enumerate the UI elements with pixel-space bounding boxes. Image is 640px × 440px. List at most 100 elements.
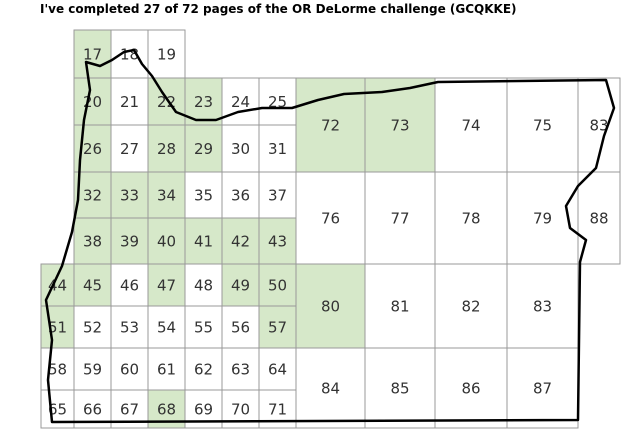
page-cell — [364, 263, 436, 349]
page-number: 30 — [231, 140, 250, 158]
page-number: 42 — [231, 233, 250, 251]
page-cell — [364, 171, 436, 265]
page-number: 85 — [390, 380, 409, 398]
page-number: 47 — [157, 277, 176, 295]
page-number: 28 — [157, 140, 176, 158]
page-cell — [184, 217, 223, 265]
page-number: 52 — [83, 319, 102, 337]
page-number: 64 — [268, 361, 287, 379]
page-number: 51 — [48, 319, 67, 337]
page-number: 17 — [83, 46, 102, 64]
page-cell — [258, 171, 297, 219]
page-cell — [506, 263, 579, 349]
page-cell — [147, 171, 186, 219]
page-number: 35 — [194, 187, 213, 205]
page-number: 78 — [461, 210, 480, 228]
page-cell — [73, 305, 112, 349]
title: I've completed 27 of 72 pages of the OR … — [40, 2, 517, 16]
page-cell — [434, 347, 508, 429]
page-number: 62 — [194, 361, 213, 379]
page-number: 58 — [48, 361, 67, 379]
page-cell — [506, 171, 579, 265]
page-number: 82 — [461, 298, 480, 316]
page-cell — [364, 347, 436, 429]
page-number: 71 — [268, 401, 287, 419]
page-number: 24 — [231, 93, 250, 111]
page-number: 26 — [83, 140, 102, 158]
page-number: 29 — [194, 140, 213, 158]
page-number: 72 — [321, 117, 340, 135]
page-number: 55 — [194, 319, 213, 337]
page-cell — [506, 347, 579, 429]
page-number: 61 — [157, 361, 176, 379]
page-cell — [221, 217, 260, 265]
page-number: 36 — [231, 187, 250, 205]
page-cell — [258, 305, 297, 349]
page-number: 53 — [120, 319, 139, 337]
page-number: 33 — [120, 187, 139, 205]
page-number: 25 — [268, 93, 287, 111]
page-number: 79 — [533, 210, 552, 228]
page-number: 56 — [231, 319, 250, 337]
page-cell — [147, 29, 186, 79]
page-number: 76 — [321, 210, 340, 228]
page-number: 19 — [157, 46, 176, 64]
page-cell — [295, 263, 366, 349]
page-number: 21 — [120, 93, 139, 111]
page-number: 43 — [268, 233, 287, 251]
page-number: 70 — [231, 401, 250, 419]
page-number: 83 — [589, 117, 608, 135]
page-number: 88 — [589, 210, 608, 228]
page-number: 49 — [231, 277, 250, 295]
page-number: 34 — [157, 187, 176, 205]
page-cell — [184, 124, 223, 173]
page-cell — [364, 77, 436, 173]
page-number: 67 — [120, 401, 139, 419]
page-cell — [295, 347, 366, 429]
page-cell — [258, 217, 297, 265]
page-number: 74 — [461, 117, 480, 135]
page-cell — [73, 29, 112, 79]
page-cell — [73, 263, 112, 307]
page-number: 87 — [533, 380, 552, 398]
page-number: 54 — [157, 319, 176, 337]
page-cell — [110, 305, 149, 349]
page-number: 77 — [390, 210, 409, 228]
page-cell — [110, 124, 149, 173]
page-number: 65 — [48, 401, 67, 419]
page-number: 46 — [120, 277, 139, 295]
page-cell — [73, 77, 112, 126]
page-number: 86 — [461, 380, 480, 398]
page-number: 60 — [120, 361, 139, 379]
page-number: 68 — [157, 401, 176, 419]
page-number: 31 — [268, 140, 287, 158]
page-number: 23 — [194, 93, 213, 111]
page-number: 38 — [83, 233, 102, 251]
state-outline — [44, 48, 616, 424]
page-cell — [434, 77, 508, 173]
page-number: 57 — [268, 319, 287, 337]
page-cell — [110, 217, 149, 265]
page-cell — [40, 347, 75, 391]
page-number: 50 — [268, 277, 287, 295]
page-number: 81 — [390, 298, 409, 316]
page-cell — [184, 305, 223, 349]
page-number: 84 — [321, 380, 340, 398]
page-cell — [147, 347, 186, 391]
page-cell — [40, 263, 75, 307]
page-number: 37 — [268, 187, 287, 205]
page-number: 73 — [390, 117, 409, 135]
page-cell — [110, 263, 149, 307]
page-number: 44 — [48, 277, 67, 295]
page-cell — [110, 77, 149, 126]
page-cell — [184, 347, 223, 391]
page-number: 83 — [533, 298, 552, 316]
page-cell — [184, 171, 223, 219]
page-cell — [110, 347, 149, 391]
page-cell — [577, 171, 621, 265]
page-number: 75 — [533, 117, 552, 135]
page-number: 63 — [231, 361, 250, 379]
page-cell — [110, 171, 149, 219]
